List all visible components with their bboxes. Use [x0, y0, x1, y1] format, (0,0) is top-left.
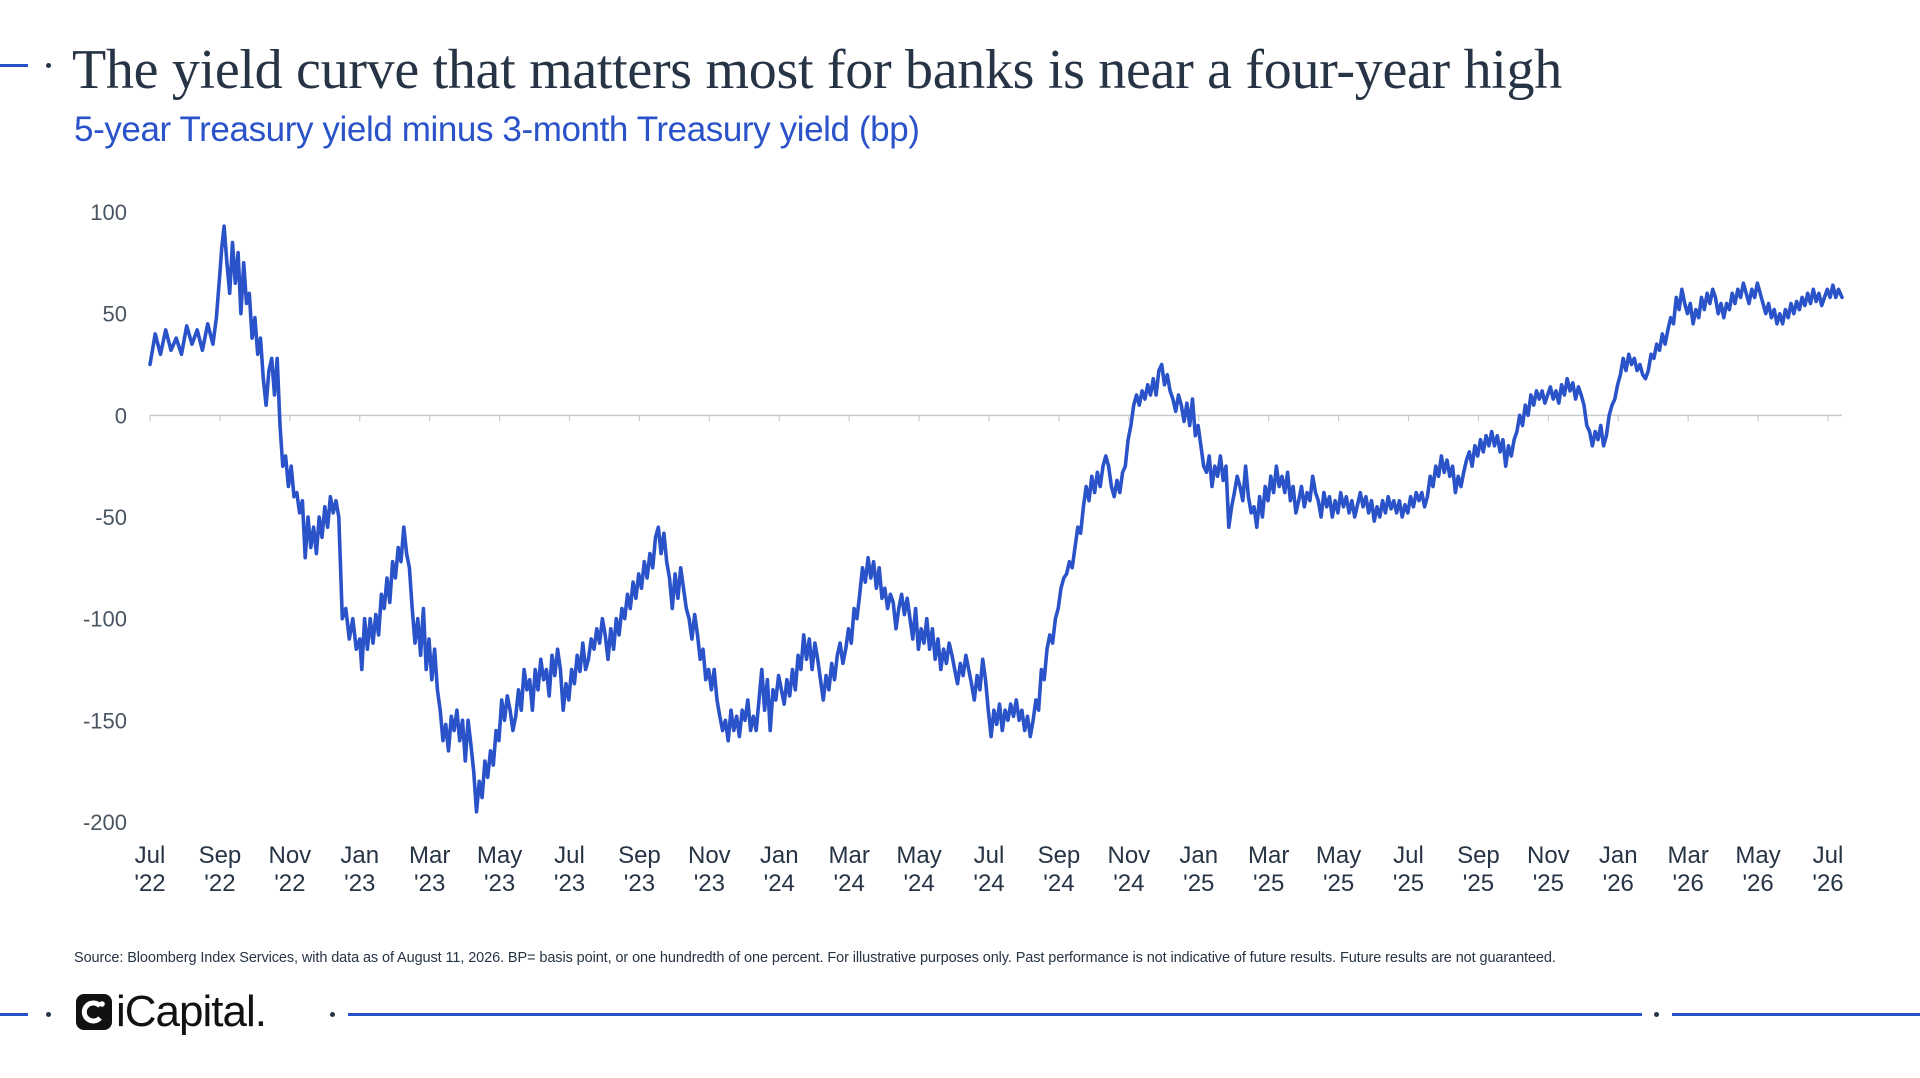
- x-tick-label-month: Jul: [1813, 842, 1844, 869]
- header-accent-dot: [46, 63, 51, 68]
- x-tick-label-year: '24: [973, 870, 1004, 897]
- x-tick-label-month: Sep: [199, 842, 242, 869]
- y-tick-label: -200: [83, 810, 127, 835]
- y-tick-label: 0: [115, 403, 127, 428]
- footer-rule-left: [348, 1013, 1642, 1016]
- chart-subtitle: 5-year Treasury yield minus 3-month Trea…: [74, 110, 920, 149]
- footer-divider-dot-right: [1654, 1012, 1659, 1017]
- x-tick-label-year: '23: [414, 870, 445, 897]
- page-title: The yield curve that matters most for ba…: [72, 39, 1562, 101]
- x-tick-label-month: Nov: [268, 842, 311, 869]
- x-tick-label-month: Mar: [1248, 842, 1289, 869]
- zero-line-group: [149, 414, 1842, 422]
- x-tick-label-year: '24: [1113, 870, 1144, 897]
- footer-divider-dot-left: [330, 1012, 335, 1017]
- x-tick-label-month: Jan: [1599, 842, 1638, 869]
- x-tick-label-year: '26: [1742, 870, 1773, 897]
- x-tick-label-month: Jul: [1393, 842, 1424, 869]
- x-tick-label-year: '23: [484, 870, 515, 897]
- x-tick-label-month: Sep: [1457, 842, 1500, 869]
- series-group: [148, 224, 1844, 814]
- x-tick-label-year: '23: [554, 870, 585, 897]
- x-tick-label-year: '26: [1673, 870, 1704, 897]
- x-tick-label-month: Mar: [829, 842, 870, 869]
- x-tick-label-year: '26: [1603, 870, 1634, 897]
- x-tick-label-year: '24: [1043, 870, 1074, 897]
- x-tick-label-month: May: [477, 842, 522, 869]
- x-tick-label-month: May: [1316, 842, 1361, 869]
- x-tick-label-month: Nov: [1527, 842, 1570, 869]
- y-axis: 100 50 0 -50 -100 -150 -200: [83, 200, 127, 835]
- footer-accent-dash: [0, 1013, 28, 1016]
- y-tick-label: -100: [83, 607, 127, 632]
- x-tick-label-year: '22: [204, 870, 235, 897]
- x-tick-label-year: '24: [834, 870, 865, 897]
- x-tick-label-year: '25: [1463, 870, 1494, 897]
- x-tick-label-year: '24: [764, 870, 795, 897]
- x-tick-label-year: '23: [344, 870, 375, 897]
- x-axis: Jul'22Sep'22Nov'22Jan'23Mar'23May'23Jul'…: [134, 842, 1843, 897]
- x-tick-label-year: '25: [1183, 870, 1214, 897]
- x-tick-label-month: Nov: [1107, 842, 1150, 869]
- y-tick-label: -150: [83, 708, 127, 733]
- footer-accent-dot: [46, 1012, 51, 1017]
- series-line: [148, 224, 1844, 814]
- x-tick-label-year: '23: [694, 870, 725, 897]
- x-tick-label-year: '25: [1533, 870, 1564, 897]
- x-tick-label-month: May: [896, 842, 941, 869]
- x-tick-label-year: '25: [1393, 870, 1424, 897]
- x-tick-label-year: '22: [134, 870, 165, 897]
- x-tick-label-month: Mar: [1668, 842, 1709, 869]
- x-tick-label-month: Jan: [760, 842, 799, 869]
- x-tick-label-month: Jan: [340, 842, 379, 869]
- x-tick-label-month: Nov: [688, 842, 731, 869]
- x-tick-label-year: '24: [903, 870, 934, 897]
- header-accent-dash: [0, 64, 28, 67]
- x-tick-label-month: Jul: [974, 842, 1005, 869]
- x-tick-label-month: May: [1735, 842, 1780, 869]
- x-tick-label-month: Mar: [409, 842, 450, 869]
- x-tick-label-year: '25: [1323, 870, 1354, 897]
- x-tick-label-year: '26: [1812, 870, 1843, 897]
- x-tick-label-month: Jul: [554, 842, 585, 869]
- x-tick-label-year: '23: [624, 870, 655, 897]
- brand-logo: iCapital.: [76, 987, 267, 1036]
- source-note: Source: Bloomberg Index Services, with d…: [74, 950, 1556, 966]
- x-tick-label-month: Jul: [135, 842, 166, 869]
- brand-name: iCapital.: [116, 987, 267, 1036]
- x-tick-label-year: '22: [274, 870, 305, 897]
- x-tick-label-year: '25: [1253, 870, 1284, 897]
- x-tick-label-month: Sep: [618, 842, 661, 869]
- x-tick-label-month: Jan: [1179, 842, 1218, 869]
- y-tick-label: -50: [95, 505, 127, 530]
- y-tick-label: 100: [90, 200, 127, 225]
- x-tick-label-month: Sep: [1038, 842, 1081, 869]
- y-tick-label: 50: [103, 302, 127, 327]
- footer-rule-right: [1672, 1013, 1920, 1016]
- icapital-logo-icon: [76, 994, 112, 1030]
